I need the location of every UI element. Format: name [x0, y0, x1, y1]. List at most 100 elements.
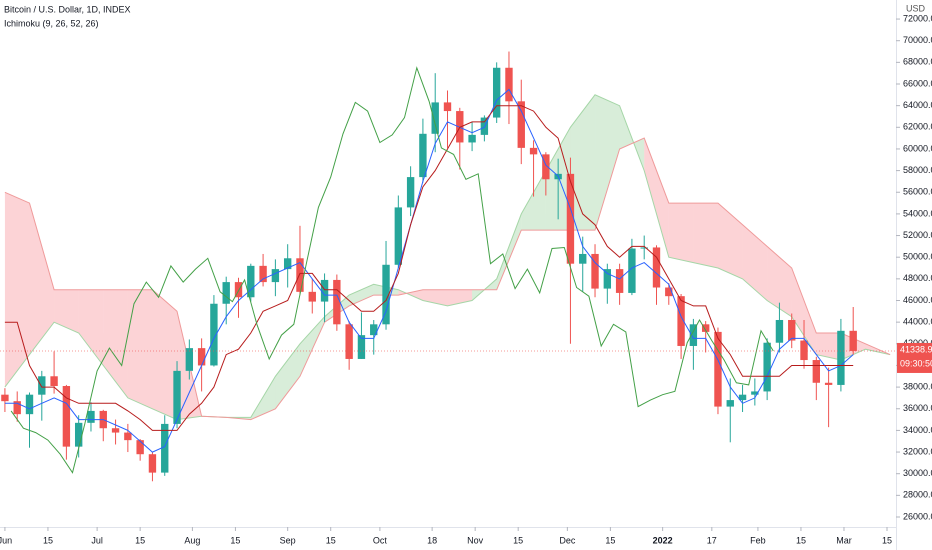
x-tick-label: Mar: [836, 535, 852, 545]
candle-body: [308, 291, 316, 302]
candle-body: [271, 269, 280, 283]
candle-body: [652, 247, 661, 288]
candle-body: [370, 324, 378, 336]
y-tick-label: 68000.00: [903, 57, 932, 67]
candle-body: [751, 391, 759, 395]
candle-body: [701, 324, 710, 332]
candle-body: [161, 423, 169, 473]
x-tick-label: 15: [326, 535, 336, 545]
candle-body: [640, 247, 648, 249]
cloud-segment: [693, 203, 718, 269]
candle-body: [837, 330, 845, 385]
candle-body: [406, 177, 415, 208]
y-tick-label: 52000.00: [903, 230, 932, 240]
x-tick-label: 15: [135, 535, 145, 545]
candle-body: [320, 279, 329, 302]
plot-area: [1, 51, 891, 482]
cloud-segment: [275, 343, 300, 409]
y-tick-label: 54000.00: [903, 208, 932, 218]
candle-body: [615, 269, 624, 293]
candle-body: [345, 324, 353, 359]
y-tick-label: 46000.00: [903, 295, 932, 305]
cloud-segment: [767, 246, 792, 317]
candle-body: [1, 394, 9, 402]
last-price-label: 41338.91: [900, 344, 932, 354]
currency-label: USD: [906, 3, 926, 13]
candle-body: [738, 394, 747, 401]
candle-body: [234, 282, 243, 298]
cloud-segment: [644, 138, 669, 258]
candle-body: [259, 265, 267, 283]
x-tick-label: Jun: [0, 535, 12, 545]
last-price-box: [897, 342, 932, 373]
y-tick-label: 28000.00: [903, 490, 932, 500]
indicator-line: [4, 105, 854, 431]
candle-body: [25, 394, 34, 415]
candle-body: [50, 376, 58, 387]
candle-body: [247, 265, 255, 298]
cloud-segment: [29, 203, 55, 355]
span-a-line: [4, 94, 891, 421]
candle-body: [382, 264, 390, 325]
candle-body: [296, 258, 304, 292]
y-tick-label: 48000.00: [903, 273, 932, 283]
candle-body: [775, 319, 784, 343]
cloud-segment: [54, 289, 79, 333]
y-tick-label: 64000.00: [903, 100, 932, 110]
candle-body: [763, 342, 771, 392]
candle-body: [210, 303, 218, 366]
candle-body: [173, 370, 181, 424]
candle-body: [591, 253, 599, 289]
y-tick-label: 60000.00: [903, 143, 932, 153]
cloud-segment: [78, 289, 104, 366]
candle-body: [38, 376, 46, 395]
candle-body: [579, 253, 587, 264]
cloud-segment: [127, 289, 153, 409]
candle-body: [74, 422, 83, 447]
candle-body: [468, 134, 476, 143]
x-tick-label: 15: [796, 535, 806, 545]
y-tick-label: 70000.00: [903, 35, 932, 45]
cloud-segment: [422, 289, 448, 306]
cloud-segment: [816, 332, 841, 361]
candle-body: [197, 348, 206, 366]
cloud-segment: [742, 224, 768, 301]
candle-body: [800, 340, 808, 361]
candle-body: [136, 440, 144, 455]
y-tick-label: 26000.00: [903, 511, 932, 521]
candle-body: [824, 382, 833, 385]
cloud-segment: [668, 203, 694, 263]
candle-body: [13, 401, 21, 415]
candle-body: [566, 173, 575, 264]
y-tick-label: 58000.00: [903, 165, 932, 175]
indicator-label: Ichimoku (9, 26, 52, 26): [4, 18, 99, 28]
y-tick-label: 56000.00: [903, 187, 932, 197]
y-tick-label: 30000.00: [903, 468, 932, 478]
y-tick-label: 66000.00: [903, 78, 932, 88]
y-tick-label: 38000.00: [903, 381, 932, 391]
candle-body: [492, 67, 501, 118]
y-tick-label: 36000.00: [903, 403, 932, 413]
x-tick-label: Oct: [373, 535, 388, 545]
cloud-segment: [717, 203, 743, 279]
y-tick-label: 44000.00: [903, 317, 932, 327]
candle-body: [148, 454, 157, 473]
candle-body: [505, 67, 513, 102]
candle-body: [726, 400, 734, 407]
x-tick-label: Aug: [184, 535, 200, 545]
candle-body: [529, 147, 538, 155]
cloud-segment: [791, 268, 817, 355]
candle-body: [443, 102, 452, 112]
candle-body: [111, 428, 120, 433]
x-tick-label: 15: [43, 535, 53, 545]
x-tick-label: 15: [513, 535, 523, 545]
cloud-segment: [447, 289, 473, 306]
candle-body: [357, 335, 366, 359]
candle-body: [87, 410, 95, 423]
x-tick-label: Nov: [467, 535, 484, 545]
candle-body: [124, 432, 132, 441]
y-tick-label: 50000.00: [903, 252, 932, 262]
cloud-segment: [595, 94, 620, 231]
countdown-label: 09:30:50: [900, 358, 932, 368]
